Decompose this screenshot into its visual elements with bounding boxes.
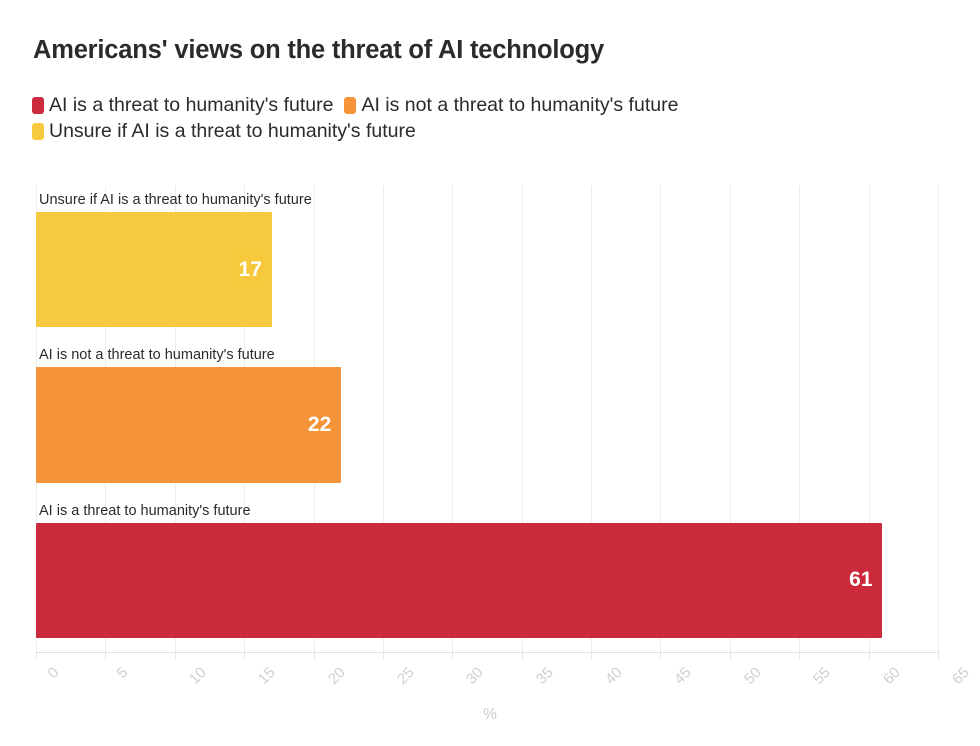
bar-category-label: AI is a threat to humanity's future bbox=[39, 502, 251, 519]
chart-plot-area: Unsure if AI is a threat to humanity's f… bbox=[36, 186, 938, 652]
x-axis-tick bbox=[452, 652, 454, 659]
gridline bbox=[938, 186, 939, 652]
legend-item-threat[interactable]: AI is a threat to humanity's future bbox=[32, 94, 334, 116]
x-axis-tick bbox=[868, 652, 870, 659]
bar-value-label: 22 bbox=[307, 413, 332, 436]
legend-item-not-threat[interactable]: AI is not a threat to humanity's future bbox=[344, 94, 679, 116]
legend-label-not-threat: AI is not a threat to humanity's future bbox=[361, 94, 679, 116]
x-axis-tick-label: 50 bbox=[740, 664, 765, 688]
legend-swatch-yellow-icon bbox=[32, 122, 44, 140]
legend-row-2: Unsure if AI is a threat to humanity's f… bbox=[32, 119, 942, 148]
bar-category-label: AI is not a threat to humanity's future bbox=[39, 347, 275, 364]
x-axis-tick bbox=[729, 652, 731, 659]
x-axis-tick-label: 15 bbox=[255, 664, 279, 688]
x-axis-tick-label: 30 bbox=[463, 664, 488, 688]
x-axis-title: % bbox=[483, 706, 497, 723]
bar-value-label: 17 bbox=[238, 257, 262, 281]
legend-label-threat: AI is a threat to humanity's future bbox=[49, 94, 334, 116]
x-axis-tick-label: 10 bbox=[185, 664, 210, 688]
x-axis-tick bbox=[521, 652, 523, 659]
bar[interactable] bbox=[36, 522, 883, 638]
x-axis-tick bbox=[36, 652, 37, 659]
x-axis-tick bbox=[313, 652, 315, 659]
x-axis-tick-label: 5 bbox=[113, 664, 132, 682]
x-axis-tick-label: 45 bbox=[671, 664, 696, 688]
chart-legend: AI is a threat to humanity's future AI i… bbox=[32, 94, 942, 148]
x-axis-tick-label: 0 bbox=[44, 664, 63, 682]
x-axis-tick bbox=[382, 652, 384, 659]
legend-swatch-red-icon bbox=[32, 97, 44, 115]
bar[interactable] bbox=[36, 367, 342, 483]
x-axis-tick-label: 55 bbox=[810, 664, 834, 688]
x-axis-tick bbox=[591, 652, 593, 659]
x-axis-tick bbox=[799, 652, 801, 659]
x-axis-tick-label: 35 bbox=[532, 664, 557, 688]
legend-row-1: AI is a threat to humanity's future AI i… bbox=[32, 94, 942, 122]
x-axis-tick bbox=[105, 652, 107, 659]
x-axis-tick-label: 20 bbox=[324, 664, 349, 688]
bar-value-label: 61 bbox=[849, 568, 873, 592]
bar[interactable] bbox=[36, 212, 272, 328]
x-axis-tick-label: 60 bbox=[879, 664, 904, 688]
chart-title: Americans' views on the threat of AI tec… bbox=[33, 36, 604, 64]
x-axis-tick-label: 25 bbox=[393, 664, 418, 688]
x-axis-tick bbox=[174, 652, 176, 659]
legend-swatch-orange-icon bbox=[344, 97, 357, 115]
bar-category-label: Unsure if AI is a threat to humanity's f… bbox=[39, 192, 312, 208]
x-axis-tick bbox=[938, 652, 939, 659]
legend-label-unsure: Unsure if AI is a threat to humanity's f… bbox=[49, 119, 416, 142]
x-axis-tick-label: 65 bbox=[948, 664, 973, 688]
x-axis-tick-label: 40 bbox=[601, 664, 626, 688]
legend-item-unsure[interactable]: Unsure if AI is a threat to humanity's f… bbox=[32, 119, 416, 142]
x-axis-line bbox=[36, 652, 938, 653]
x-axis-tick bbox=[244, 652, 246, 659]
x-axis-tick bbox=[660, 652, 662, 659]
